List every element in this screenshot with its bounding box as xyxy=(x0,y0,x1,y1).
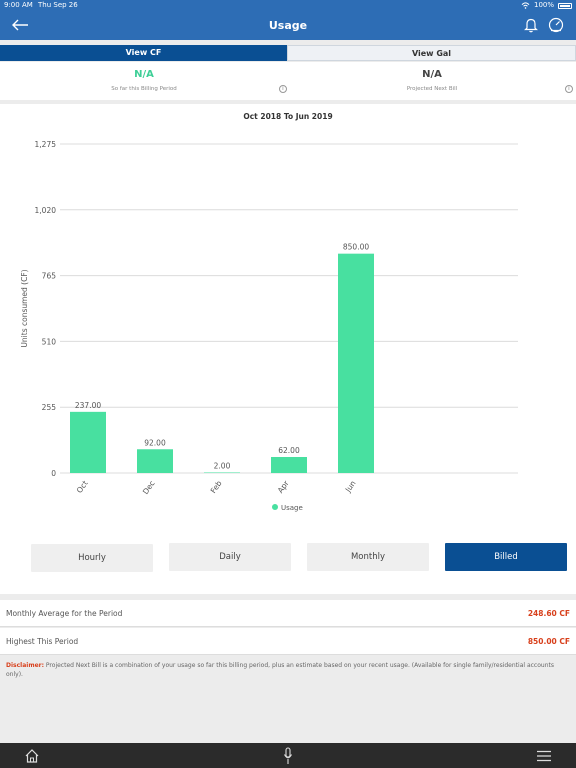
y-tick-label: 1,275 xyxy=(35,140,57,149)
projected-bill-summary: N/A Projected Next Bill i xyxy=(288,62,576,100)
highest-period-label: Highest This Period xyxy=(6,637,79,646)
home-icon[interactable] xyxy=(22,746,42,766)
info-icon[interactable]: i xyxy=(279,85,287,93)
x-tick-label: Dec xyxy=(141,479,157,496)
usage-bar-chart: 0 255 510 765 1,020 1,275 Units consumed (CF) 2… xyxy=(20,140,518,512)
bottom-tab-bar xyxy=(0,743,576,768)
y-tick-label: 1,020 xyxy=(35,206,57,215)
view-gal-tab[interactable]: View Gal xyxy=(287,45,576,61)
bar-jun xyxy=(338,253,374,473)
gauge-icon[interactable] xyxy=(546,15,566,35)
disclaimer-label: Disclaimer: xyxy=(6,662,45,669)
x-tick-label: Oct xyxy=(75,479,90,495)
bar-apr xyxy=(271,457,307,473)
summary-panel: N/A So far this Billing Period i N/A Pro… xyxy=(0,62,576,100)
monthly-average-label: Monthly Average for the Period xyxy=(6,609,123,618)
monthly-button[interactable]: Monthly xyxy=(307,543,429,571)
hamburger-menu-icon[interactable] xyxy=(534,746,554,766)
page-title: Usage xyxy=(268,19,308,32)
battery-icon xyxy=(558,2,572,9)
battery-percent: 100% xyxy=(533,1,554,9)
x-tick-label: Jun xyxy=(343,479,358,495)
disclaimer-text: Projected Next Bill is a combination of … xyxy=(6,662,554,678)
x-tick-label: Apr xyxy=(276,478,291,495)
data-label: 62.00 xyxy=(278,446,300,455)
y-axis-label: Units consumed (CF) xyxy=(20,269,29,347)
chart-title: Oct 2018 To Jun 2019 xyxy=(243,112,333,121)
status-date: Thu Sep 26 xyxy=(38,1,78,9)
unit-toggle: View CF View Gal xyxy=(0,45,576,61)
billed-button[interactable]: Billed xyxy=(445,543,567,571)
projected-bill-label: Projected Next Bill xyxy=(406,86,458,92)
data-label: 237.00 xyxy=(75,401,101,410)
billing-period-value: N/A xyxy=(134,69,154,80)
highest-period-value: 850.00 CF xyxy=(527,637,570,646)
y-tick-label: 765 xyxy=(42,272,57,281)
status-right: 100% xyxy=(521,0,572,11)
bar-dec xyxy=(137,449,173,473)
y-tick-label: 255 xyxy=(42,403,57,412)
y-tick-label: 0 xyxy=(51,469,56,478)
monthly-average-value: 248.60 CF xyxy=(527,609,570,618)
disclaimer: Disclaimer: Projected Next Bill is a com… xyxy=(6,661,572,679)
usage-chart-card: Oct 2018 To Jun 2019 0 255 510 765 1,020 1,27… xyxy=(0,104,576,594)
y-tick-label: 510 xyxy=(42,337,57,346)
nav-bar: Usage xyxy=(0,11,576,40)
bar-oct xyxy=(70,411,106,473)
legend-label: Usage xyxy=(281,504,303,512)
data-label: 92.00 xyxy=(144,438,166,447)
status-time: 9:00 AM xyxy=(4,1,33,9)
back-arrow-icon[interactable] xyxy=(10,15,30,35)
bell-icon[interactable] xyxy=(521,15,541,35)
bar-feb xyxy=(204,472,240,473)
microphone-icon[interactable] xyxy=(278,746,298,766)
daily-button[interactable]: Daily xyxy=(169,543,291,571)
highest-period-row: Highest This Period 850.00 CF xyxy=(0,628,576,655)
legend-swatch xyxy=(272,504,278,510)
view-cf-tab[interactable]: View CF xyxy=(0,45,287,61)
hourly-button[interactable]: Hourly xyxy=(31,544,153,572)
wifi-icon xyxy=(521,2,530,9)
info-icon[interactable]: i xyxy=(565,85,573,93)
data-label: 850.00 xyxy=(343,243,369,252)
status-bar: 9:00 AM Thu Sep 26 100% xyxy=(0,0,576,11)
x-tick-label: Feb xyxy=(209,479,224,495)
billing-period-label: So far this Billing Period xyxy=(111,86,177,92)
monthly-average-row: Monthly Average for the Period 248.60 CF xyxy=(0,600,576,627)
billing-period-summary: N/A So far this Billing Period i xyxy=(0,62,288,100)
data-label: 2.00 xyxy=(214,461,231,470)
projected-bill-value: N/A xyxy=(422,69,442,80)
